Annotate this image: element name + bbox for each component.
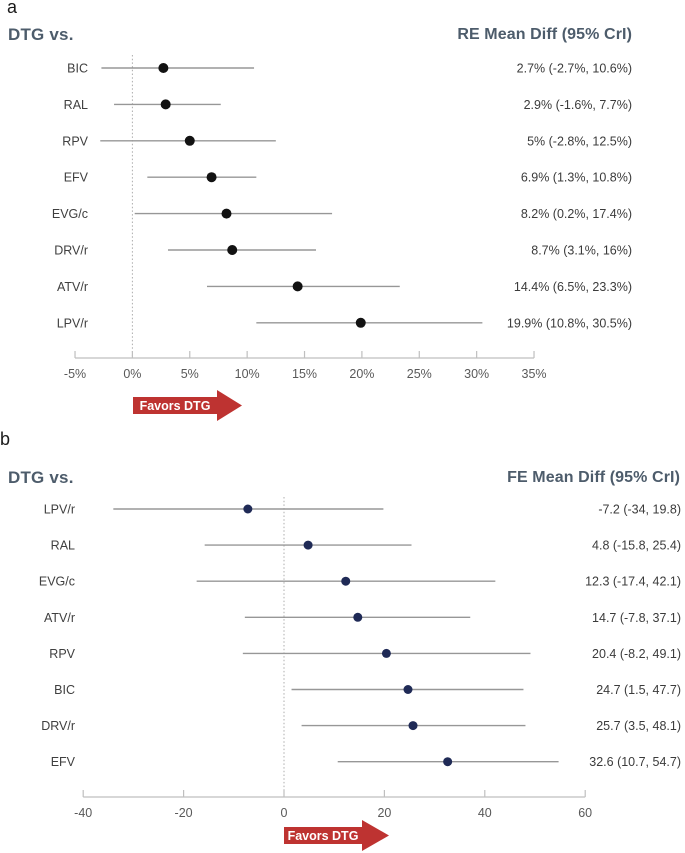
row-label: EVG/c — [52, 207, 88, 221]
row-label: EFV — [51, 755, 76, 769]
mean-marker — [403, 685, 413, 694]
mean-marker — [341, 576, 351, 586]
x-axis-tick-label: 5% — [181, 367, 199, 381]
panel-b: b DTG vs. FE Mean Diff (95% CrI) -40 -20 0… — [0, 427, 685, 853]
row-label: RAL — [64, 98, 88, 112]
value-label: 8.2% (0.2%, 17.4%) — [521, 207, 632, 221]
mean-marker — [355, 317, 366, 328]
mean-marker — [443, 757, 453, 767]
panel-b-label: b — [0, 429, 11, 449]
value-label: 4.8 (-15.8, 25.4) — [592, 539, 681, 553]
mean-marker — [227, 245, 238, 255]
value-label: -7.2 (-34, 19.8) — [598, 503, 681, 517]
panel-b-plot: -40 -20 0 20 40 60 LPV/r -7.2 (-34, 19.8) RAL 4.8… — [39, 497, 681, 851]
value-label: 19.9% (10.8%, 30.5%) — [507, 316, 632, 330]
x-axis-tick-label: 35% — [522, 367, 547, 381]
row-label: BIC — [54, 683, 75, 697]
value-label: 8.7% (3.1%, 16%) — [531, 244, 632, 258]
x-axis-tick-label: -5% — [64, 367, 86, 381]
row-label: BIC — [67, 62, 88, 76]
row-label: ATV/r — [44, 611, 75, 625]
row-label: RAL — [51, 539, 75, 553]
x-axis-tick-label: 15% — [292, 367, 317, 381]
row-label: RPV — [49, 647, 75, 661]
panel-a-title: DTG vs. — [8, 25, 74, 44]
x-axis-tick-label: 0 — [281, 806, 288, 820]
x-axis-tick-label: -40 — [74, 806, 92, 820]
panel-a-stats-header: RE Mean Diff (95% CrI) — [457, 26, 632, 43]
row-label: EFV — [64, 171, 89, 185]
x-axis-tick-label: 20 — [377, 806, 391, 820]
x-axis-tick-label: -20 — [175, 806, 193, 820]
row-label: LPV/r — [44, 503, 75, 517]
value-label: 25.7 (3.5, 48.1) — [596, 719, 681, 733]
row-label: LPV/r — [57, 316, 88, 330]
mean-marker — [243, 504, 253, 514]
value-label: 24.7 (1.5, 47.7) — [596, 683, 681, 697]
x-axis-tick-label: 25% — [407, 367, 432, 381]
x-axis-tick-label: 10% — [235, 367, 260, 381]
x-axis-tick-label: 20% — [349, 367, 374, 381]
x-axis-tick-label: 40 — [478, 806, 492, 820]
panel-b-stats-header: FE Mean Diff (95% CrI) — [507, 469, 680, 486]
mean-marker — [160, 99, 171, 110]
favors-arrow — [284, 820, 389, 851]
x-axis-tick-label: 60 — [578, 806, 592, 820]
value-label: 5% (-2.8%, 12.5%) — [527, 134, 632, 148]
value-label: 2.7% (-2.7%, 10.6%) — [517, 62, 632, 76]
value-label: 2.9% (-1.6%, 7.7%) — [524, 98, 632, 112]
mean-marker — [221, 208, 232, 219]
row-label: RPV — [62, 134, 88, 148]
mean-marker — [184, 135, 195, 146]
value-label: 6.9% (1.3%, 10.8%) — [521, 171, 632, 185]
row-label: EVG/c — [39, 575, 75, 589]
row-label: DRV/r — [54, 244, 88, 258]
mean-marker — [303, 540, 313, 550]
favors-arrow-label: Favors DTG — [288, 829, 359, 843]
row-label: DRV/r — [41, 719, 75, 733]
mean-marker — [206, 172, 217, 183]
x-axis-tick-label: 0% — [123, 367, 141, 381]
x-axis-tick-label: 30% — [464, 367, 489, 381]
value-label: 12.3 (-17.4, 42.1) — [585, 575, 681, 589]
row-label: ATV/r — [57, 280, 88, 294]
mean-marker — [158, 63, 169, 73]
value-label: 20.4 (-8.2, 49.1) — [592, 647, 681, 661]
value-label: 32.6 (10.7, 54.7) — [589, 755, 681, 769]
mean-marker — [381, 648, 391, 658]
favors-arrow-label: Favors DTG — [140, 399, 211, 413]
panel-a-label: a — [7, 0, 18, 17]
panel-b-title: DTG vs. — [8, 468, 74, 487]
mean-marker — [292, 281, 303, 292]
value-label: 14.4% (6.5%, 23.3%) — [514, 280, 632, 294]
mean-marker — [408, 721, 418, 731]
panel-a: a DTG vs. RE Mean Diff (95% CrI) -5% 0% 5%… — [7, 0, 632, 421]
mean-marker — [353, 612, 363, 622]
value-label: 14.7 (-7.8, 37.1) — [592, 611, 681, 625]
panel-a-plot: -5% 0% 5% 10% 15% 20% 25% 30% 35% BIC 2.7% (-2.7%,… — [52, 55, 632, 421]
favors-arrow — [133, 390, 242, 421]
